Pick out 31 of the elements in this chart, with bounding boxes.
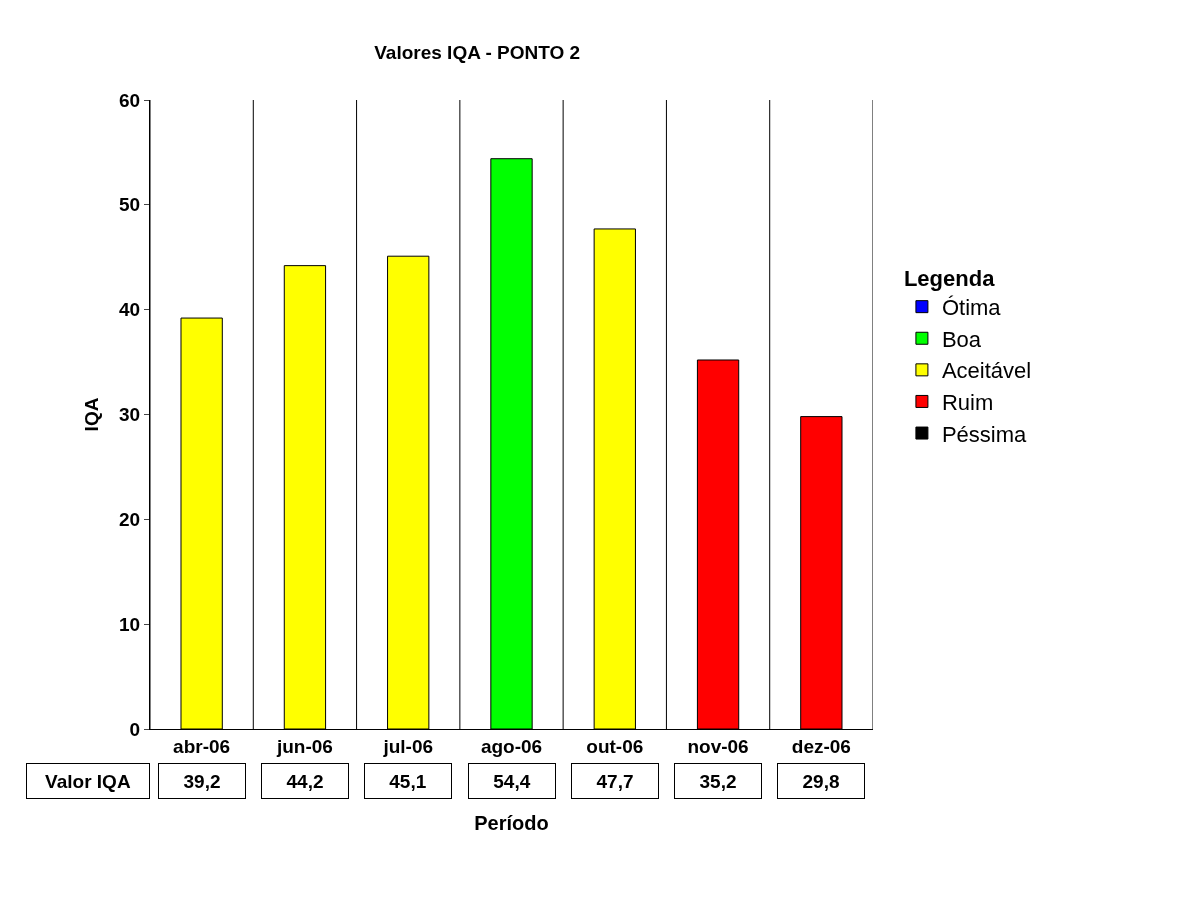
- y-tick-label: 20: [119, 508, 141, 530]
- y-tick-label: 10: [119, 613, 141, 635]
- legend-label: Ótima: [941, 295, 1002, 321]
- y-tick-label: 30: [119, 404, 141, 426]
- y-tick-label: 60: [119, 89, 141, 111]
- data-label: 44,2: [286, 770, 324, 792]
- data-label: 47,7: [596, 770, 634, 792]
- data-label: 39,2: [183, 770, 221, 792]
- legend-title: Legenda: [903, 265, 996, 291]
- x-axis-title: Período: [474, 812, 549, 835]
- legend-label: Aceitável: [941, 358, 1032, 384]
- legend-label: Péssima: [941, 421, 1028, 447]
- x-tick-label: out-06: [586, 735, 644, 757]
- text: Valor IQA: [45, 770, 131, 792]
- y-axis-title: IQA: [80, 397, 102, 432]
- x-tick-label: ago-06: [480, 735, 543, 757]
- x-tick-label: nov-06: [687, 735, 749, 757]
- x-tick-label: abr-06: [173, 735, 231, 757]
- data-label: 54,4: [493, 770, 531, 792]
- y-tick-label: 40: [119, 299, 141, 321]
- data-label: 29,8: [802, 770, 840, 792]
- legend-label: Ruim: [941, 390, 994, 416]
- chart-title: Valores IQA - PONTO 2: [374, 41, 581, 63]
- x-tick-label: dez-06: [791, 735, 851, 757]
- y-tick-label: 0: [129, 718, 141, 740]
- x-tick-label: jun-06: [275, 735, 333, 757]
- x-tick-label: jul-06: [382, 735, 434, 757]
- data-label: 35,2: [699, 770, 737, 792]
- y-tick-label: 50: [119, 194, 141, 216]
- legend-label: Boa: [941, 326, 982, 352]
- data-label: 45,1: [389, 770, 427, 792]
